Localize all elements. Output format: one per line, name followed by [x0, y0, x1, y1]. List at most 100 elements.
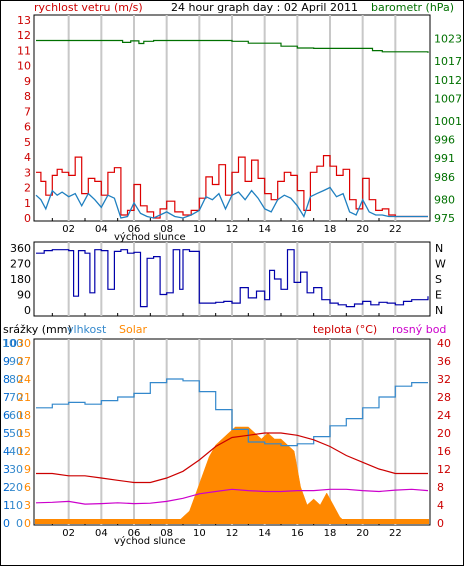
chart-title: 24 hour graph day : 02 April 2011 [171, 1, 358, 14]
humidity-tick: 80 [9, 373, 23, 386]
rain-tick: 4 [3, 445, 10, 458]
x-tick-label: 20 [356, 528, 369, 539]
compass-label: N [435, 304, 443, 317]
x-tick-label: 10 [193, 528, 206, 539]
pressure-tick: 991 [434, 152, 455, 165]
wind-speed-tick: 5 [24, 136, 31, 149]
x-tick-label: 16 [291, 528, 304, 539]
x-tick-label: 06 [128, 528, 141, 539]
humidity-title: vlhkost [67, 323, 107, 336]
x-tick-label: 08 [160, 224, 173, 235]
solar-tick: 27 [17, 355, 31, 368]
wind-speed-tick: 9 [24, 75, 31, 88]
wind-speed-line [35, 186, 428, 219]
x-tick-label: 04 [95, 224, 108, 235]
x-tick-label: 04 [95, 528, 108, 539]
wind-speed-tick: 8 [24, 90, 31, 103]
rain-tick: 9 [3, 355, 10, 368]
temperature-tick: 12 [437, 463, 451, 476]
humidity-tick: 10 [9, 499, 23, 512]
humidity-tick: 20 [9, 481, 23, 494]
solar-title: Solar [119, 323, 148, 336]
wind-speed-tick: 4 [24, 151, 31, 164]
humidity-tick: 90 [9, 355, 23, 368]
wind-speed-tick: 1 [24, 197, 31, 210]
wind-speed-tick: 12 [17, 29, 31, 42]
humidity-tick: 100 [2, 337, 23, 350]
humidity-tick: 50 [9, 427, 23, 440]
pressure-tick: 996 [434, 134, 455, 147]
wind-speed-tick: 0 [24, 212, 31, 225]
wind-panel-series [35, 39, 429, 219]
solar-area [36, 426, 428, 524]
compass-label: S [435, 273, 442, 286]
sunrise-label-bottom: východ slunce [114, 535, 186, 547]
x-tick-label: 12 [226, 224, 239, 235]
humidity-tick: 40 [9, 445, 23, 458]
wind-speed-tick: 2 [24, 182, 31, 195]
pressure-tick: 980 [434, 193, 455, 206]
temperature-tick: 4 [437, 499, 444, 512]
x-tick-label: 16 [291, 224, 304, 235]
rain-tick: 1 [3, 499, 10, 512]
direction-tick: 90 [17, 289, 31, 302]
x-tick-label: 10 [193, 224, 206, 235]
wind-speed-tick: 6 [24, 121, 31, 134]
pressure-tick: 975 [434, 212, 455, 225]
x-tick-label: 22 [389, 528, 402, 539]
solar-tick: 0 [24, 517, 31, 530]
rain-tick: 8 [3, 373, 10, 386]
pressure-tick: 1017 [434, 55, 462, 68]
temperature-tick: 36 [437, 355, 451, 368]
temperature-title: teplota (°C) [313, 323, 377, 336]
x-tick-label: 12 [226, 528, 239, 539]
sunrise-label-top: východ slunce [114, 231, 186, 243]
temperature-tick: 20 [437, 427, 451, 440]
humidity-tick: 60 [9, 409, 23, 422]
temperature-tick: 8 [437, 481, 444, 494]
rain-tick: 0 [3, 517, 10, 530]
x-tick-label: 18 [324, 224, 337, 235]
direction-tick: 360 [10, 242, 31, 255]
dew-point-line [35, 488, 429, 505]
solar-tick: 3 [24, 499, 31, 512]
x-tick-label: 18 [324, 528, 337, 539]
direction-series [36, 249, 429, 308]
temperature-tick: 40 [437, 337, 451, 350]
compass-label: W [435, 258, 446, 271]
temperature-tick: 28 [437, 391, 451, 404]
temperature-tick: 24 [437, 409, 451, 422]
humidity-tick: 30 [9, 463, 23, 476]
solar-tick: 18 [17, 409, 31, 422]
wind-speed-tick: 3 [24, 166, 31, 179]
wind-direction-line [36, 249, 429, 308]
direction-tick: 270 [10, 258, 31, 271]
x-tick-label: 14 [258, 528, 271, 539]
x-tick-label: 22 [389, 224, 402, 235]
bottom-panel-ticks: 0123456789100102030405060708090100036912… [2, 337, 451, 530]
temperature-tick: 16 [437, 445, 451, 458]
x-tick-label: 20 [356, 224, 369, 235]
solar-tick: 12 [17, 445, 31, 458]
x-tick-label: 02 [62, 528, 75, 539]
rain-tick: 6 [3, 409, 10, 422]
x-tick-label: 14 [258, 224, 271, 235]
pressure-tick: 1001 [434, 115, 462, 128]
humidity-tick: 70 [9, 391, 23, 404]
solar-tick: 30 [17, 337, 31, 350]
pressure-ticks: 975 980 986 991 996 1001 1007 1012 1017 1023 [434, 33, 462, 225]
rain-tick: 10 [3, 337, 17, 350]
pressure-axis-title: barometr (hPa) [371, 1, 454, 14]
solar-tick: 21 [17, 391, 31, 404]
pressure-tick: 1012 [434, 74, 462, 87]
temperature-tick: 0 [437, 517, 444, 530]
compass-label: E [435, 289, 442, 302]
wind-speed-tick: 10 [17, 60, 31, 73]
gust-line [36, 155, 428, 219]
rain-tick: 3 [3, 463, 10, 476]
solar-tick: 9 [24, 463, 31, 476]
solar-tick: 15 [17, 427, 31, 440]
